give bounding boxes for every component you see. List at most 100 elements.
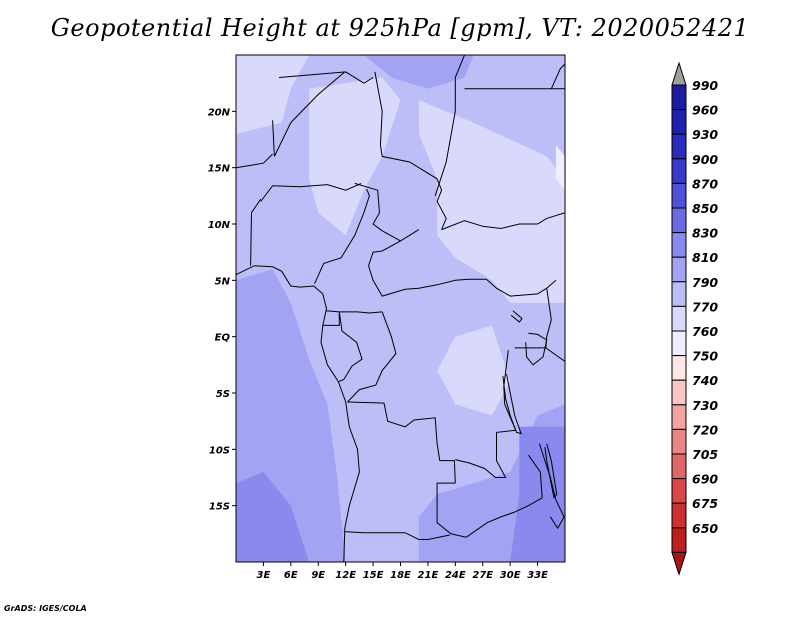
colorbar-swatch-830 [671, 232, 687, 258]
boundary-lake-malawi [544, 443, 558, 499]
boundary-congo-river [347, 311, 397, 403]
shade-region-830-4 [363, 55, 474, 89]
colorbar-label-675: 675 [692, 496, 718, 511]
colorbar-label-960: 960 [692, 103, 718, 118]
boundary-lake-albert [510, 310, 523, 323]
boundary-equatorial-guinea [322, 311, 340, 326]
colorbar-swatch-900 [671, 158, 687, 184]
boundary-niger-libya [278, 71, 374, 84]
boundary-chad-east [374, 71, 447, 230]
colorbar-label-690: 690 [692, 472, 718, 487]
colorbar-swatch-870 [671, 182, 687, 209]
x-tick-label-21E: 21E [418, 570, 439, 581]
x-axis: 3E 6E 9E 12E 15E 18E 21E 24E 27E 30E 33E [257, 562, 548, 581]
boundary-lake-chad-border [354, 182, 420, 242]
colorbar-swatch-770 [671, 305, 687, 332]
colorbar-label-730: 730 [692, 398, 718, 413]
x-tick-label-18E: 18E [390, 570, 411, 581]
x-tick-label-9E: 9E [311, 570, 325, 581]
boundary-car-south [368, 265, 487, 297]
footer-credit: GrADS: IGES/COLA [4, 604, 87, 613]
y-tick-label-5S: 5S [216, 389, 230, 400]
x-tick-label-3E: 3E [257, 570, 271, 581]
boundary-angola-zambia [436, 482, 467, 538]
colorbar-swatch-705 [671, 453, 687, 480]
shade-region-790-3 [437, 325, 511, 416]
y-tick-label-5N: 5N [215, 276, 231, 287]
boundary-cameroon-gabon [325, 310, 383, 314]
shade-region-790-1 [309, 77, 401, 236]
colorbar-swatch-760 [671, 330, 687, 357]
shading-layer [236, 55, 565, 562]
colorbar-swatch-810 [671, 256, 687, 283]
boundary-drc-angola [347, 401, 456, 484]
boundary-libya-sudan [454, 55, 465, 112]
y-tick-label-20N: 20N [208, 107, 231, 118]
colorbar-label-990: 990 [692, 78, 718, 93]
colorbar-bottom-triangle [671, 551, 687, 577]
boundary-algeria-niger [272, 71, 346, 157]
boundary-sudan-chad-mid [434, 111, 456, 196]
boundary-mali-niger [236, 153, 273, 169]
boundary-sudan-ssudan [441, 212, 565, 231]
y-tick-label-15N: 15N [208, 164, 231, 175]
shade-region-790-0 [236, 55, 310, 134]
boundary-gabon-congo [338, 311, 363, 383]
x-tick-label-33E: 33E [527, 570, 548, 581]
shade-region-770-9 [555, 145, 565, 191]
y-tick-label-15S: 15S [209, 502, 230, 513]
x-tick-label-15E: 15E [363, 570, 384, 581]
colorbar-swatch-850 [671, 207, 687, 234]
shade-region-850-7 [236, 471, 310, 562]
boundary-benin [250, 198, 262, 266]
colorbar-label-720: 720 [692, 422, 718, 437]
boundary-layer [236, 55, 565, 562]
colorbar-label-810: 810 [692, 250, 718, 265]
boundary-namibia [343, 531, 450, 540]
boundary-niger-nigeria [260, 182, 362, 202]
colorbar-label-760: 760 [692, 324, 718, 339]
colorbar-swatch-740 [671, 379, 687, 406]
colorbar-swatch-930 [671, 133, 687, 160]
x-tick-label-12E: 12E [335, 570, 356, 581]
colorbar-label-770: 770 [692, 299, 718, 314]
x-tick-label-24E: 24E [445, 570, 466, 581]
y-tick-label-10N: 10N [208, 220, 231, 231]
boundary-car-north [368, 240, 401, 266]
colorbar-swatch-990 [671, 84, 687, 111]
colorbar-swatch-960 [671, 109, 687, 135]
boundary-zambia-zimbabwe [466, 454, 543, 538]
colorbar-swatch-650 [671, 527, 687, 553]
colorbar-swatch-720 [671, 428, 687, 455]
colorbar-label-930: 930 [692, 127, 718, 142]
colorbar-label-900: 900 [692, 152, 718, 167]
boundary-nigeria-east-border [314, 188, 370, 284]
shade-region-790-2 [418, 100, 565, 303]
chart-title: Geopotential Height at 925hPa [gpm], VT:… [50, 14, 750, 42]
boundary-tanganyika-lake [502, 373, 522, 435]
x-tick-label-6E: 6E [284, 570, 298, 581]
colorbar-swatch-730 [671, 404, 687, 430]
y-tick-label-EQ: EQ [215, 333, 231, 344]
colorbar-swatch-790 [671, 281, 687, 307]
colorbar-label-830: 830 [692, 226, 718, 241]
colorbar-label-650: 650 [692, 521, 718, 536]
colorbar-top-triangle [671, 61, 687, 86]
boundary-drc-east [455, 350, 517, 478]
colorbar-swatch-690 [671, 478, 687, 504]
boundary-lake-victoria-south [514, 347, 565, 362]
colorbar-label-705: 705 [692, 447, 718, 462]
colorbar-label-870: 870 [692, 176, 718, 191]
colorbar-label-750: 750 [692, 349, 718, 364]
boundary-lake-victoria [525, 332, 548, 366]
colorbar-label-740: 740 [692, 373, 718, 388]
x-tick-label-27E: 27E [472, 570, 493, 581]
colorbar-swatch-675 [671, 502, 687, 529]
y-axis: 20N 15N 10N 5N EQ 5S 10S 15S [208, 107, 236, 513]
boundary-west-africa-coast [236, 265, 360, 562]
x-tick-label-30E: 30E [500, 570, 521, 581]
colorbar-label-790: 790 [692, 275, 718, 290]
colorbar-label-850: 850 [692, 201, 718, 216]
